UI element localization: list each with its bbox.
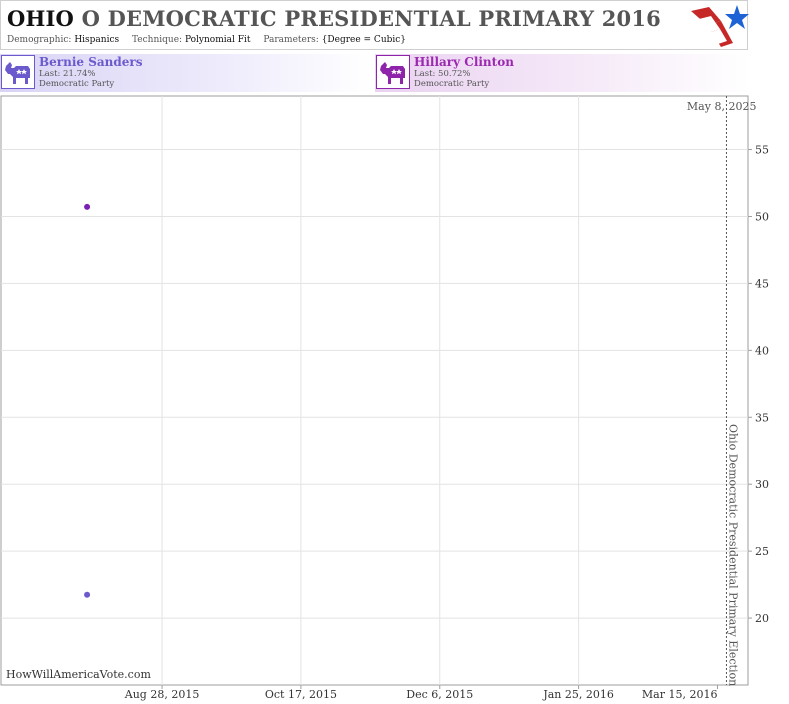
plot-area: [0, 95, 749, 686]
site-logo-icon: [691, 5, 749, 47]
watermark: HowWillAmericaVote.com: [6, 668, 151, 681]
state-name: OHIO: [7, 6, 75, 31]
parameters-label: Parameters:: [263, 35, 319, 45]
candidate-card-clinton: Hillary Clinton Last: 50.72% Democratic …: [375, 54, 749, 92]
y-tick-label: 45: [755, 277, 769, 290]
y-tick-label: 35: [755, 411, 769, 424]
y-tick-label: 55: [755, 144, 769, 157]
y-tick-label: 30: [755, 478, 769, 491]
candidate-party: Democratic Party: [39, 79, 115, 89]
candidate-card-sanders: Bernie Sanders Last: 21.74% Democratic P…: [0, 54, 372, 92]
election-line-label: Ohio Democratic Presidential Primary Ele…: [726, 424, 739, 686]
x-tick-label: Mar 15, 2016: [642, 688, 718, 701]
data-point: [84, 203, 91, 210]
chart-parameters: Demographic: Hispanics Technique: Polyno…: [7, 35, 416, 45]
candidate-party: Democratic Party: [414, 79, 490, 89]
y-tick-label: 25: [755, 545, 769, 558]
x-tick-label: Aug 28, 2015: [124, 688, 200, 701]
current-date-label: May 8, 2025: [687, 100, 757, 113]
y-tick-label: 20: [755, 612, 769, 625]
page-title: OHIO O DEMOCRATIC PRESIDENTIAL PRIMARY 2…: [7, 6, 661, 31]
demographic-value: Hispanics: [74, 35, 120, 45]
title-text: O DEMOCRATIC PRESIDENTIAL PRIMARY 2016: [81, 6, 661, 31]
parameters-value: {Degree = Cubic}: [321, 35, 407, 45]
donkey-icon: [380, 62, 405, 84]
candidate-name: Bernie Sanders: [39, 55, 143, 69]
y-tick-label: 40: [755, 344, 769, 357]
header: OHIO O DEMOCRATIC PRESIDENTIAL PRIMARY 2…: [0, 0, 749, 50]
candidate-last-value: Last: 50.72%: [414, 69, 471, 79]
candidate-avatar: [1, 55, 35, 89]
technique-value: Polynomial Fit: [184, 35, 251, 45]
x-tick-label: Jan 25, 2016: [542, 688, 614, 701]
x-tick-label: Dec 6, 2015: [406, 688, 473, 701]
donkey-icon: [5, 62, 30, 84]
data-point: [84, 591, 91, 598]
candidate-last-value: Last: 21.74%: [39, 69, 96, 79]
candidate-name: Hillary Clinton: [414, 55, 514, 69]
y-tick-label: 50: [755, 210, 769, 223]
demographic-label: Demographic:: [7, 35, 72, 45]
x-tick-label: Oct 17, 2015: [265, 688, 337, 701]
candidate-avatar: [376, 55, 410, 89]
technique-label: Technique:: [132, 35, 183, 45]
